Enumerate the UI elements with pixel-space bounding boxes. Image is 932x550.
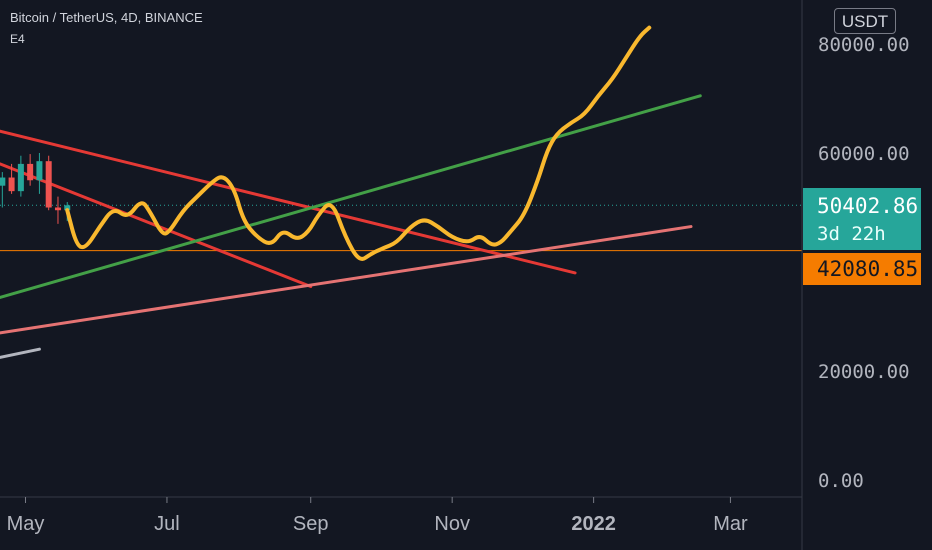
candle-body — [54, 207, 61, 211]
trendline-1[interactable] — [0, 129, 577, 275]
trendline-3[interactable] — [0, 94, 702, 299]
candle-body — [27, 163, 34, 181]
projection-line[interactable] — [65, 25, 652, 261]
indicator-label: E4 — [10, 32, 25, 46]
price-axis[interactable]: 0.00 20000.00 60000.00 80000.00 — [818, 34, 910, 492]
trendline-4[interactable] — [0, 225, 693, 335]
last-price-value: 50402.86 — [817, 194, 919, 218]
price-tick-label: 20000.00 — [818, 361, 910, 383]
trendline-5[interactable] — [0, 347, 41, 359]
plot-area[interactable] — [0, 25, 802, 359]
symbol-title: Bitcoin / TetherUS, 4D, BINANCE — [10, 10, 203, 25]
time-tick-label: Mar — [713, 513, 748, 535]
time-tick-label: 2022 — [571, 513, 616, 535]
currency-button[interactable]: USDT — [834, 8, 896, 34]
time-tick-label: May — [7, 513, 45, 535]
candle-body — [0, 177, 6, 186]
candle-body — [8, 177, 15, 192]
time-tick-label: Sep — [293, 513, 329, 535]
last-price-badge: 50402.86 3d 22h — [803, 188, 921, 250]
time-tick-label: Jul — [154, 513, 180, 535]
candle-body — [45, 161, 52, 208]
price-tick-label: 0.00 — [818, 470, 864, 492]
price-tick-label: 80000.00 — [818, 34, 910, 56]
level-price-badge: 42080.85 — [803, 253, 921, 285]
candle-body — [64, 205, 71, 211]
price-tick-label: 60000.00 — [818, 143, 910, 165]
time-axis[interactable]: May Jul Sep Nov 2022 Mar — [7, 497, 748, 535]
candle-body — [36, 161, 43, 181]
bar-countdown: 3d 22h — [817, 223, 886, 245]
time-tick-label: Nov — [434, 513, 470, 535]
candle-body — [17, 163, 24, 192]
